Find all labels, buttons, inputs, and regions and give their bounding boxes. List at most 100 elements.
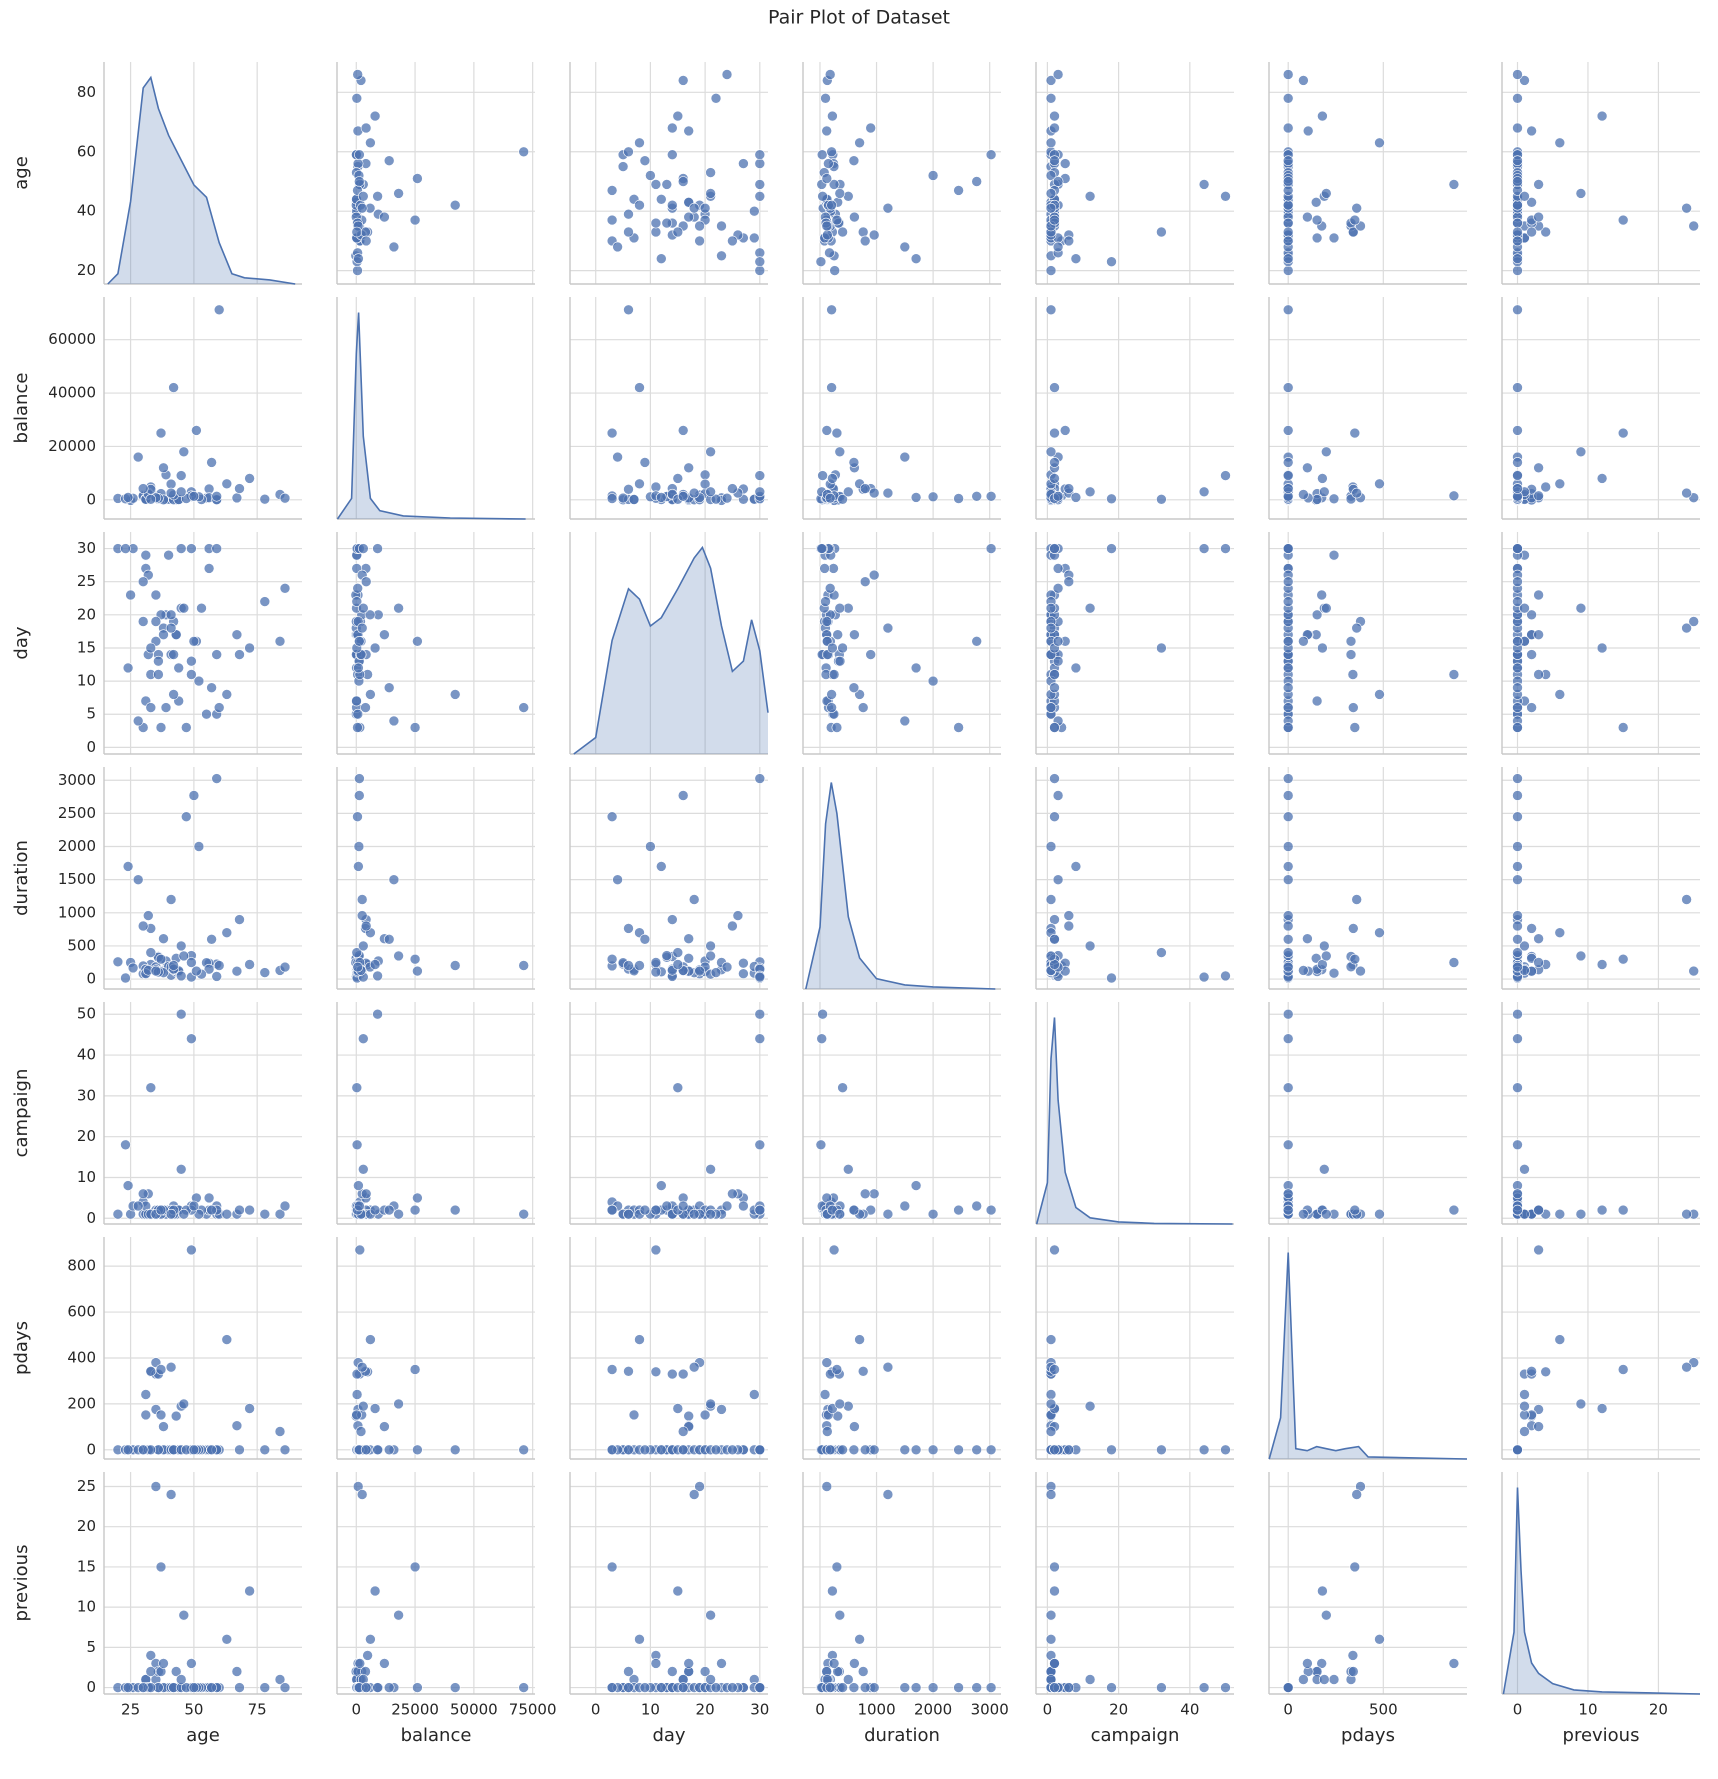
scatter-point xyxy=(1512,176,1523,187)
scatter-point xyxy=(1045,1426,1057,1437)
scatter-point xyxy=(721,1200,733,1212)
scatter-point xyxy=(1049,427,1060,439)
scatter-point xyxy=(383,155,395,166)
y-tick-label: 20 xyxy=(77,605,96,623)
scatter-point xyxy=(848,1444,860,1456)
scatter-point xyxy=(1282,841,1294,852)
scatter-point xyxy=(971,1200,983,1212)
panel xyxy=(1035,1237,1234,1460)
kde-line xyxy=(1035,1017,1233,1225)
scatter-point xyxy=(234,649,245,660)
scatter-point xyxy=(143,910,154,921)
scatter-point xyxy=(899,1200,911,1212)
scatter-point xyxy=(150,965,162,977)
scatter-point xyxy=(518,1444,530,1456)
panel xyxy=(1268,532,1467,755)
scatter-point xyxy=(158,462,169,474)
scatter-point xyxy=(127,962,139,974)
scatter-point xyxy=(354,1658,366,1669)
scatter-point xyxy=(655,1444,667,1456)
y-tick-label: 0 xyxy=(86,970,96,988)
scatter-point xyxy=(132,874,144,886)
scatter-point xyxy=(971,635,983,647)
scatter-point xyxy=(865,649,877,660)
scatter-point xyxy=(985,490,997,502)
panel xyxy=(802,62,1001,285)
y-tick-label: 50 xyxy=(77,1005,96,1023)
scatter-point xyxy=(379,629,390,641)
x-tick-label: 25 xyxy=(121,1701,140,1719)
scatter-point xyxy=(645,170,656,181)
scatter-point xyxy=(821,1357,833,1368)
scatter-point xyxy=(1282,199,1294,211)
scatter-point xyxy=(953,185,964,196)
panel xyxy=(103,767,302,990)
scatter-point xyxy=(244,959,255,970)
scatter-point xyxy=(953,1682,964,1693)
scatter-point xyxy=(655,492,667,503)
scatter-point xyxy=(1282,662,1294,674)
scatter-point xyxy=(1512,773,1523,784)
scatter-point xyxy=(826,689,837,700)
scatter-point xyxy=(191,425,202,436)
y-tick-label: 400 xyxy=(67,1348,96,1366)
scatter-point xyxy=(203,563,215,574)
scatter-point xyxy=(354,773,365,784)
scatter-point xyxy=(274,1208,286,1220)
scatter-point xyxy=(727,1444,738,1456)
scatter-point xyxy=(165,487,177,499)
scatter-point xyxy=(186,1033,197,1044)
scatter-point xyxy=(1059,158,1071,169)
panel xyxy=(103,532,302,755)
scatter-point xyxy=(1063,920,1075,932)
scatter-point xyxy=(1045,75,1057,86)
chart-title: Pair Plot of Dataset xyxy=(768,7,950,29)
scatter-point xyxy=(132,451,144,463)
scatter-point xyxy=(145,1666,157,1677)
scatter-point xyxy=(158,1421,169,1432)
scatter-point xyxy=(606,427,618,439)
scatter-point xyxy=(1321,602,1332,614)
panel xyxy=(1501,532,1700,755)
scatter-point xyxy=(661,1200,673,1212)
scatter-point xyxy=(1512,69,1523,80)
scatter-point xyxy=(352,722,363,733)
scatter-point xyxy=(738,968,749,980)
scatter-point xyxy=(274,1426,286,1437)
scatter-point xyxy=(824,69,836,80)
scatter-point xyxy=(1617,722,1629,733)
scatter-point xyxy=(1282,811,1294,823)
scatter-point xyxy=(842,1164,854,1175)
scatter-point xyxy=(1063,1444,1075,1456)
scatter-point xyxy=(688,1208,700,1220)
kde-line xyxy=(1502,1487,1701,1695)
kde-area xyxy=(573,547,768,754)
scatter-point xyxy=(1519,191,1530,202)
scatter-point xyxy=(353,662,364,674)
scatter-point xyxy=(1282,702,1294,713)
scatter-point xyxy=(412,1682,423,1693)
scatter-point xyxy=(203,483,215,495)
scatter-point xyxy=(612,241,623,253)
y-tick-label: 0 xyxy=(86,1440,96,1458)
scatter-point xyxy=(186,1658,197,1669)
scatter-point xyxy=(1282,1204,1294,1216)
scatter-point xyxy=(112,1208,124,1220)
scatter-point xyxy=(1317,959,1328,970)
y-axis-label: age xyxy=(11,156,32,190)
scatter-point xyxy=(449,1444,461,1456)
scatter-point xyxy=(1045,702,1057,713)
scatter-point xyxy=(259,596,271,607)
y-tick-label: 5 xyxy=(86,705,96,723)
scatter-point xyxy=(1519,1400,1530,1412)
scatter-point xyxy=(1282,543,1294,554)
scatter-point xyxy=(352,158,364,169)
scatter-point xyxy=(672,959,684,970)
scatter-point xyxy=(705,1164,716,1175)
scatter-point xyxy=(1282,93,1294,104)
scatter-point xyxy=(1302,211,1313,223)
scatter-point xyxy=(821,425,833,436)
scatter-point xyxy=(826,304,837,316)
scatter-point xyxy=(1282,961,1294,973)
scatter-point xyxy=(360,920,372,932)
